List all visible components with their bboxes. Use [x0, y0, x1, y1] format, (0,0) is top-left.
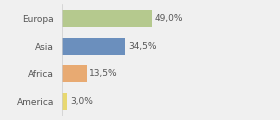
Text: 3,0%: 3,0% [70, 97, 93, 106]
Bar [62, 38, 125, 55]
Bar [62, 93, 67, 110]
Text: 34,5%: 34,5% [128, 42, 157, 51]
Bar [62, 10, 152, 27]
Bar [62, 65, 87, 82]
Text: 13,5%: 13,5% [89, 69, 118, 78]
Text: 49,0%: 49,0% [155, 14, 183, 23]
